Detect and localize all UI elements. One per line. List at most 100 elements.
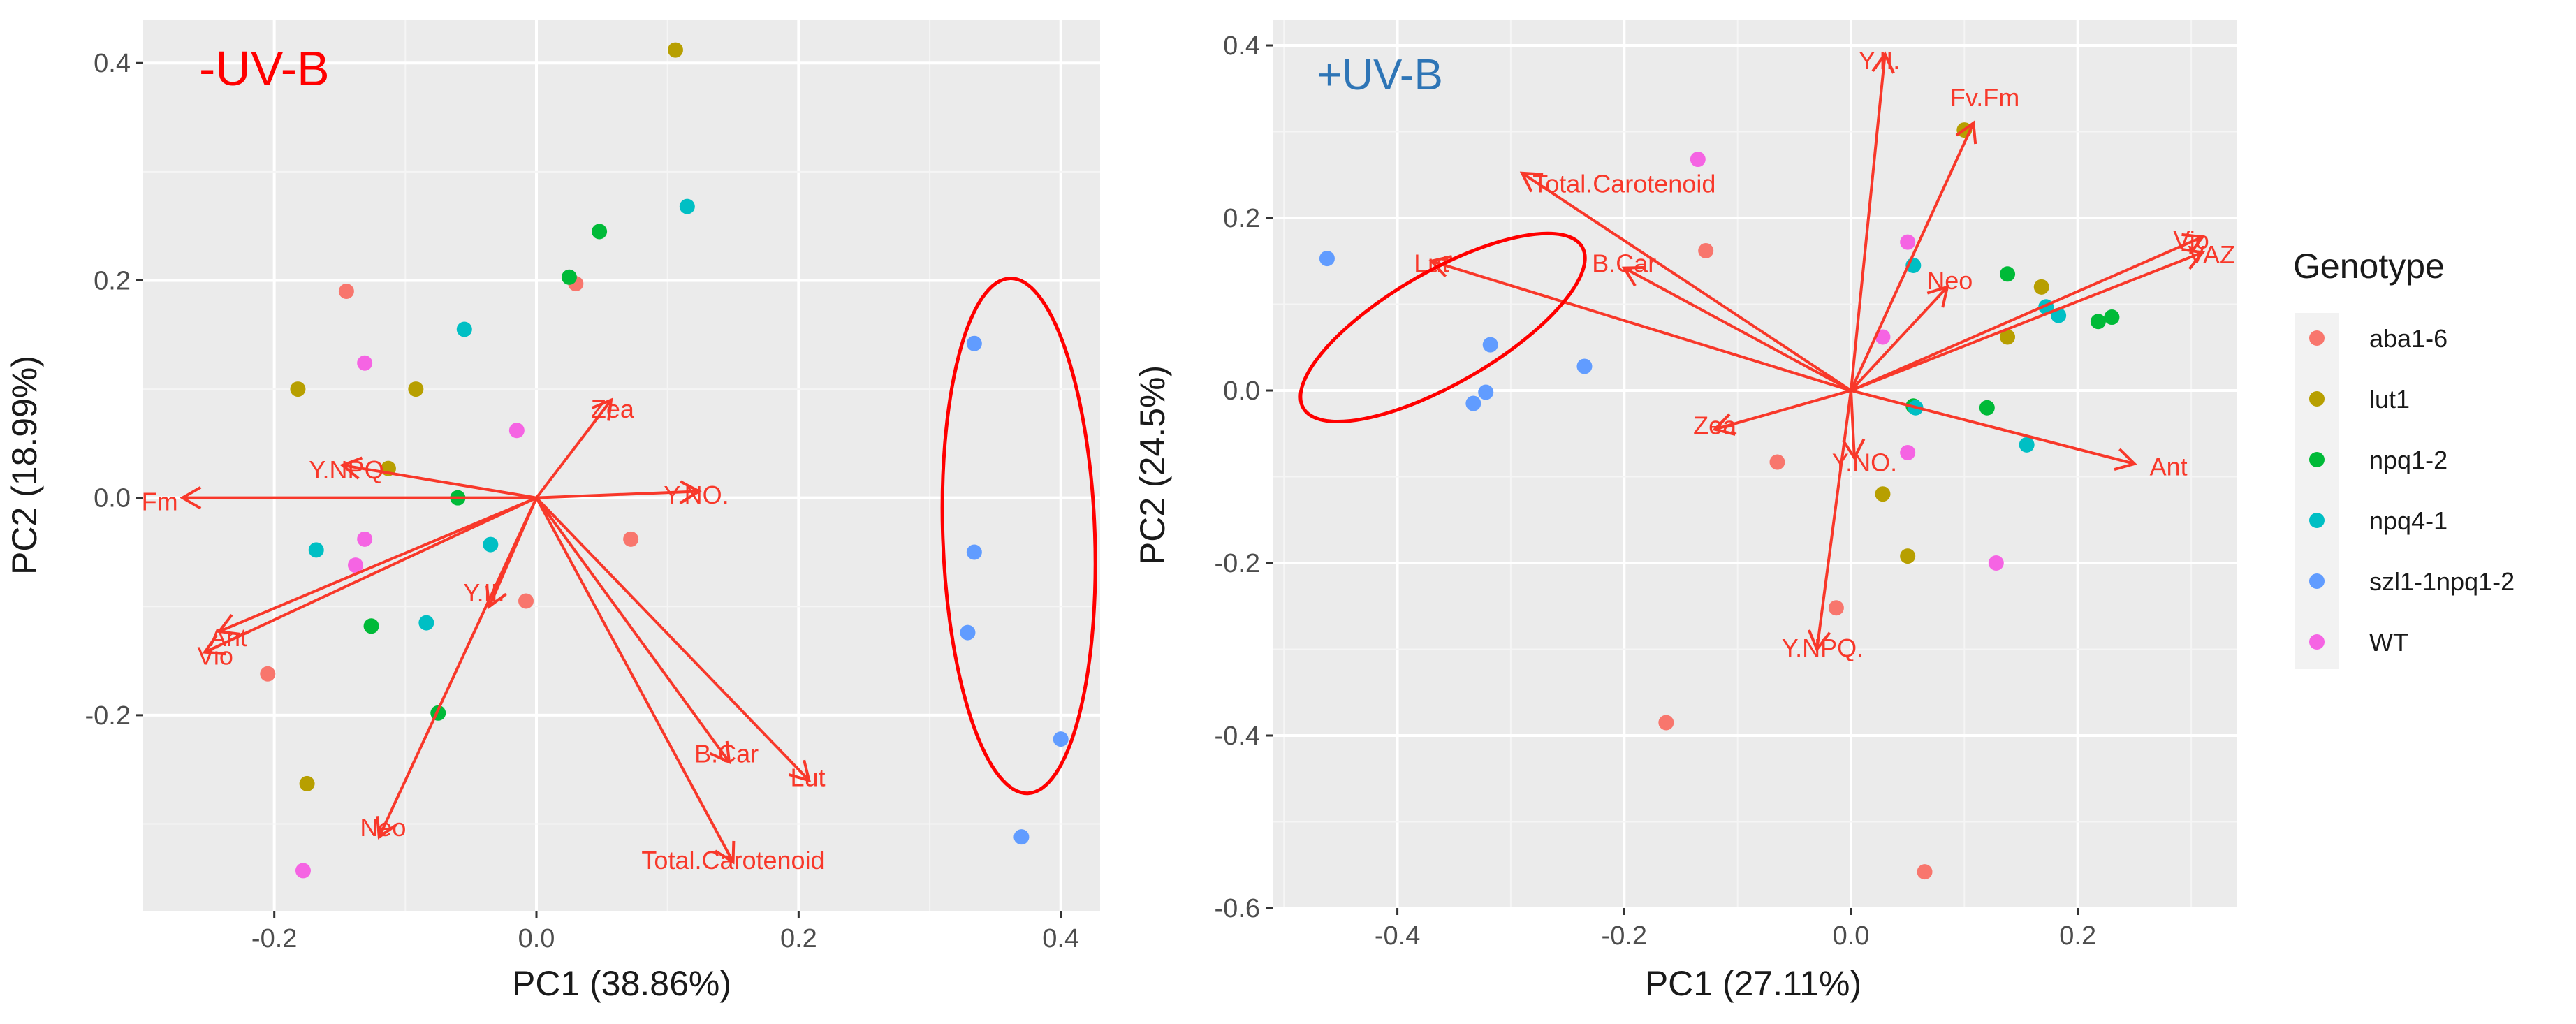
legend-label: szl1-1npq1-2 (2369, 567, 2515, 596)
data-point (1698, 242, 1714, 258)
loading-arrow (536, 480, 702, 504)
data-point (1979, 400, 1995, 416)
loading-label: Lut (790, 763, 825, 792)
panel-uv-plus: -0.4 -0.2 0.0 0.2 -0.6 -0.4 -0.2 0.0 0.2 0.4 PC1 (… (1133, 20, 2237, 1003)
data-point (966, 544, 982, 560)
legend-item: lut1 (2309, 385, 2410, 414)
loading-label: Vio (2173, 226, 2209, 254)
loading-label: Zea (1693, 411, 1737, 439)
loading-arrow (202, 496, 537, 656)
data-point (2000, 329, 2016, 345)
y-tick-label: -0.6 (1215, 894, 1260, 923)
data-point (1828, 600, 1844, 616)
loading-arrow-shaft (535, 497, 810, 782)
loading-arrow (1850, 51, 1895, 391)
loading-arrow (1519, 171, 1852, 392)
loading-arrow-shaft (1850, 122, 1975, 391)
loading-arrow (180, 485, 537, 510)
data-point (2000, 266, 2016, 282)
data-point (290, 381, 306, 397)
loading-label: VAZ (2188, 240, 2235, 269)
loading-arrow (1850, 389, 2137, 471)
y-axis-title: PC2 (24.5%) (1133, 365, 1172, 565)
data-point (1658, 715, 1674, 731)
loading-arrow-shaft (377, 497, 538, 838)
data-point (295, 863, 311, 879)
loading-arrow-shaft (204, 496, 537, 654)
x-tick-label: 0.0 (518, 924, 555, 953)
data-point (679, 198, 695, 214)
data-point (1319, 251, 1335, 267)
legend-title: Genotype (2293, 247, 2445, 286)
x-tick-label: -0.4 (1375, 921, 1420, 951)
legend-swatch (2309, 573, 2325, 589)
legend-swatch (2309, 634, 2325, 650)
legend-key-background (2295, 313, 2339, 669)
loading-label: Y.NPQ. (1782, 634, 1864, 662)
loading-label: Vio (198, 641, 233, 670)
data-point (960, 624, 976, 641)
x-tick-label: 0.0 (1833, 921, 1870, 951)
loading-arrow (1850, 120, 1977, 391)
data-point (1465, 395, 1481, 411)
loading-arrow-shaft (1521, 172, 1852, 392)
loading-label: Ant (2150, 453, 2188, 481)
legend-label: npq4-1 (2369, 506, 2447, 535)
loading-label: Y.II. (1859, 46, 1900, 75)
loading-arrow-shaft (1815, 390, 1852, 650)
y-tick-label: 0.2 (94, 266, 131, 295)
y-tick-label: 0.4 (94, 49, 131, 78)
y-tick-label: -0.2 (85, 701, 131, 731)
loading-label: Total.Carotenoid (1532, 170, 1715, 198)
data-point (623, 531, 639, 547)
loading-arrow-shaft (342, 464, 537, 499)
plot-background (143, 20, 1100, 911)
legend: Genotype aba1-6 lut1 npq1-2 npq4-1 szl1-1npq1… (2293, 247, 2515, 669)
loading-arrow-head (1926, 284, 1949, 308)
legend-swatch (2309, 452, 2325, 467)
loading-arrow-head (1621, 265, 1646, 287)
loading-arrow-shaft (1850, 54, 1887, 391)
loading-arrow-head (1807, 629, 1831, 652)
loading-arrow (1850, 247, 2206, 392)
x-axis-title: PC1 (38.86%) (512, 964, 731, 1003)
loading-arrow-head (1841, 438, 1866, 461)
data-point (2104, 309, 2120, 326)
data-point (1482, 337, 1498, 353)
loading-arrow-head (1712, 413, 1736, 436)
loading-arrow-shaft (1850, 390, 1856, 458)
x-axis-title: PC1 (27.11%) (1645, 964, 1861, 1003)
y-tick-label: 0.0 (1223, 376, 1260, 406)
highlight-ellipse (1298, 231, 1587, 423)
loading-arrow-shaft (1623, 266, 1852, 392)
loading-arrow (1712, 389, 1852, 436)
loading-arrow-shaft (535, 497, 735, 863)
x-tick-label: -0.2 (1602, 921, 1647, 951)
loading-arrow (535, 397, 613, 499)
loading-arrow-head (1519, 171, 1544, 193)
y-tick-label: 0.2 (1223, 204, 1260, 233)
loading-arrow-shaft (535, 497, 731, 763)
loading-arrow (535, 497, 731, 765)
legend-label: lut1 (2369, 385, 2410, 414)
data-point (1917, 864, 1933, 880)
loading-arrow-shaft (1850, 235, 2204, 392)
data-point (299, 775, 315, 791)
x-tick-label: -0.2 (251, 924, 297, 953)
y-tick-label: -0.4 (1215, 722, 1260, 751)
data-point (483, 536, 499, 553)
legend-label: aba1-6 (2369, 324, 2447, 353)
loading-arrow (376, 497, 538, 840)
loading-arrow (1428, 255, 1852, 392)
legend-item: WT (2309, 628, 2408, 657)
legend-swatch (2309, 513, 2325, 528)
y-tick-label: 0.4 (1223, 31, 1260, 61)
loading-arrow (1841, 390, 1866, 461)
loading-label: B.Car (1592, 249, 1656, 277)
loading-arrow-head (788, 759, 812, 783)
loading-label: Zea (591, 395, 635, 423)
loading-arrow-head (709, 740, 731, 765)
loading-arrow (339, 456, 537, 499)
loading-label: Neo (1926, 266, 1973, 295)
